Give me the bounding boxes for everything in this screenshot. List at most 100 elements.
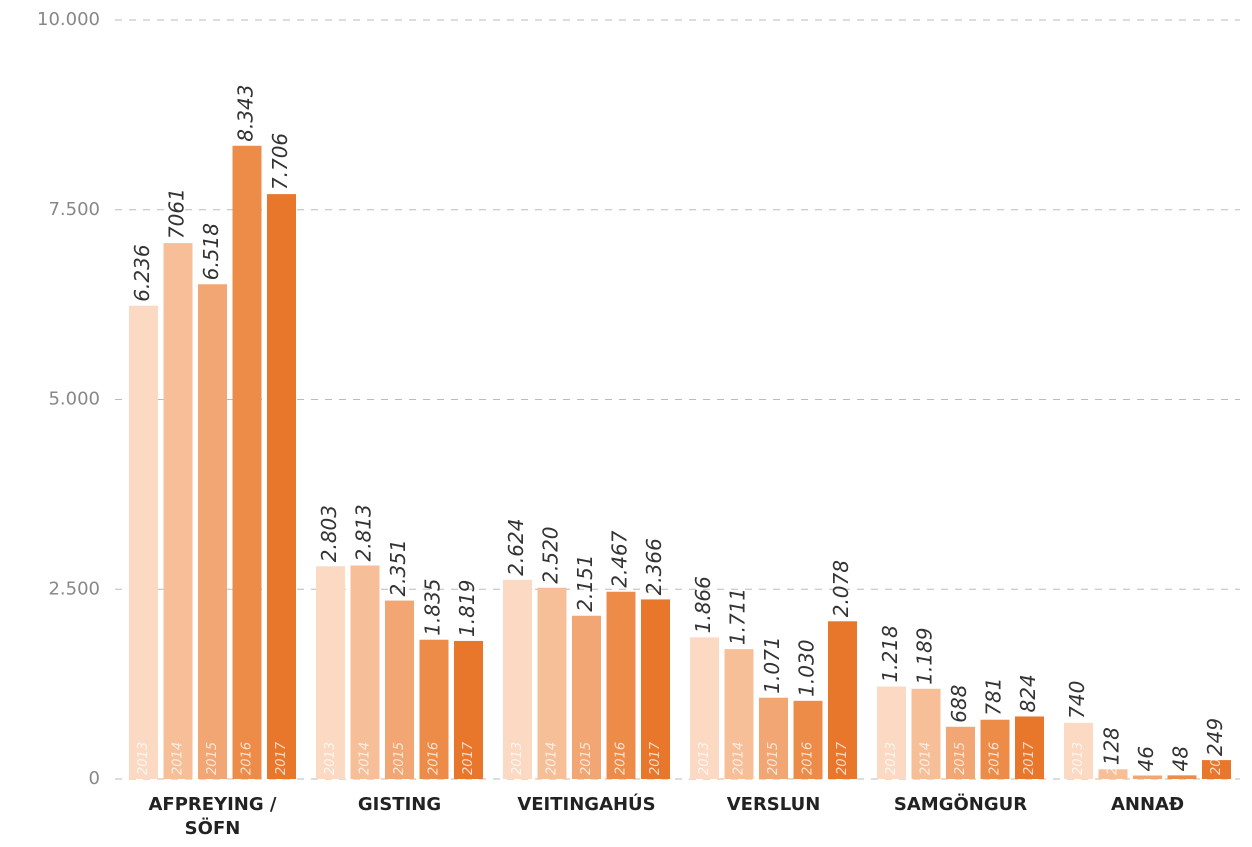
value-label: 1.711 — [726, 588, 750, 645]
value-label: 1.071 — [760, 636, 784, 693]
bar — [316, 566, 345, 779]
bar — [232, 145, 262, 779]
value-label: 7.706 — [268, 133, 292, 190]
bar-year-label: 2016 — [240, 742, 255, 775]
bar — [572, 615, 601, 779]
value-label: 1.819 — [455, 580, 479, 637]
x-tick-label: AFPREYING / SÖFN — [148, 794, 277, 839]
bar — [1167, 775, 1197, 779]
bar — [724, 649, 754, 779]
bar-year-label: 2015 — [1140, 742, 1155, 775]
bar — [163, 243, 193, 780]
value-label: 1.866 — [691, 576, 715, 633]
bar-year-label: 2016 — [614, 742, 629, 775]
bar-year-label: 2017 — [835, 741, 850, 775]
bar — [980, 719, 1010, 779]
x-tick-label: GISTING — [357, 794, 442, 815]
bar — [946, 726, 975, 779]
bar — [606, 591, 636, 779]
value-label: 2.078 — [829, 560, 853, 617]
bar-year-label: 2017 — [1022, 741, 1037, 775]
bar-year-label: 2014 — [919, 742, 934, 775]
bar — [1202, 760, 1231, 779]
bar — [793, 700, 823, 779]
bar-year-label: 2015 — [953, 742, 968, 775]
value-label: 128 — [1100, 727, 1124, 765]
bar-year-label: 2014 — [732, 742, 747, 775]
y-tick-label: 2.500 — [48, 578, 100, 599]
y-tick-label: 5.000 — [48, 389, 100, 410]
bar-year-label: 2017 — [648, 741, 663, 775]
bar-year-label: 2013 — [136, 742, 151, 775]
bar — [537, 587, 567, 779]
bar — [1064, 722, 1093, 779]
bar — [1133, 775, 1162, 779]
bar-year-label: 2014 — [545, 742, 560, 775]
bar-year-label: 2015 — [205, 742, 220, 775]
bar — [198, 284, 227, 779]
bar-year-label: 2017 — [1209, 741, 1224, 775]
value-label: 824 — [1016, 674, 1040, 712]
value-label: 1.189 — [913, 627, 937, 684]
bar-year-label: 2013 — [323, 742, 338, 775]
value-label: 2.520 — [539, 526, 563, 583]
bar — [759, 697, 788, 779]
bar-year-label: 2013 — [1071, 742, 1086, 775]
x-tick-label: VEITINGAHÚS — [517, 794, 656, 815]
bar-year-label: 2014 — [171, 742, 186, 775]
bar — [454, 640, 483, 779]
bar — [267, 194, 296, 779]
value-label: 8.343 — [234, 85, 258, 142]
bar-year-label: 2014 — [1106, 742, 1121, 775]
x-tick-label: SAMGÖNGUR — [893, 794, 1028, 815]
value-label: 7061 — [165, 188, 189, 239]
bar-year-label: 2015 — [392, 742, 407, 775]
value-label: 2.351 — [386, 539, 410, 596]
value-label: 688 — [947, 685, 971, 723]
bar-year-label: 2013 — [697, 742, 712, 775]
value-label: 2.467 — [608, 530, 632, 588]
bar-year-label: 2013 — [884, 742, 899, 775]
value-label: 1.030 — [795, 640, 819, 697]
bar-year-label: 2014 — [358, 742, 373, 775]
value-label: 740 — [1065, 681, 1089, 719]
x-tick-label: VERSLUN — [726, 794, 821, 815]
bar-year-label: 2016 — [988, 742, 1003, 775]
bar — [877, 686, 906, 779]
bar — [690, 637, 719, 779]
bar-year-label: 2015 — [766, 742, 781, 775]
bar-year-label: 2017 — [274, 741, 289, 775]
bar-year-label: 2016 — [427, 742, 442, 775]
bar-year-label: 2016 — [1175, 742, 1190, 775]
y-tick-label: 10.000 — [37, 9, 100, 30]
bar-year-label: 2015 — [579, 742, 594, 775]
bar — [385, 600, 414, 779]
value-label: 249 — [1203, 718, 1227, 756]
bar-year-label: 2017 — [461, 741, 476, 775]
bar — [828, 621, 857, 779]
value-label: 2.366 — [642, 538, 666, 595]
bar — [641, 599, 670, 779]
bar — [1098, 769, 1128, 779]
x-tick-label: ANNAÐ — [1110, 794, 1185, 815]
value-label: 2.151 — [573, 554, 597, 611]
bar — [503, 579, 532, 779]
bar — [1015, 716, 1044, 779]
bar-year-label: 2013 — [510, 742, 525, 775]
bar — [911, 688, 941, 779]
value-label: 2.624 — [504, 519, 528, 576]
value-label: 1.218 — [878, 625, 902, 682]
value-label: 6.236 — [130, 244, 154, 301]
value-label: 48 — [1169, 746, 1193, 771]
bar-year-label: 2016 — [801, 742, 816, 775]
y-tick-label: 0 — [89, 768, 100, 789]
value-label: 781 — [982, 678, 1006, 716]
value-label: 1.835 — [421, 578, 445, 635]
bar — [350, 565, 380, 779]
value-label: 2.803 — [317, 505, 341, 562]
value-label: 46 — [1134, 746, 1158, 771]
value-label: 6.518 — [199, 223, 223, 280]
bar — [129, 305, 158, 779]
